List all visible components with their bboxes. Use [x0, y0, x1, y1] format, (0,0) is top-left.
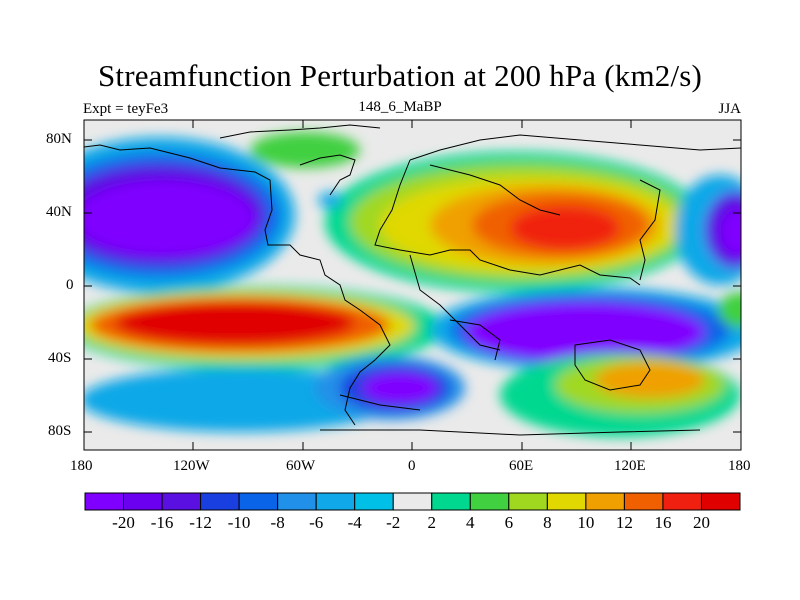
lon-ticks [83, 120, 742, 450]
colorbar-tick-label: -8 [270, 513, 285, 532]
colorbar-tick-label: 20 [692, 513, 710, 532]
season-label: JJA [718, 101, 741, 117]
colorbar-tick-label: -20 [112, 513, 135, 532]
colorbar-swatch [546, 492, 587, 511]
colorbar-tick-label: -4 [347, 513, 362, 532]
colorbar-swatch [469, 492, 510, 511]
colorbar-tick-label: 8 [543, 513, 552, 532]
lon-label-180e: 180 [728, 458, 751, 474]
colorbar-tick-label: 12 [615, 513, 633, 532]
colorbar-swatch [508, 492, 548, 511]
lat-label-40n: 40N [46, 204, 72, 220]
colorbar-tick-label: 6 [504, 513, 514, 532]
lat-ticks [84, 139, 741, 433]
colorbar-swatch [431, 492, 471, 511]
colorbar-swatch [700, 492, 741, 511]
lon-label-120w: 120W [173, 458, 210, 474]
colorbar-swatch [585, 492, 625, 511]
colorbar-swatch [354, 492, 394, 511]
case-label: 148_6_MaBP [358, 99, 442, 115]
colorbar-tick-label: 4 [466, 513, 475, 532]
lat-label-80n: 80N [46, 131, 72, 147]
colorbar-tick-label: 2 [427, 513, 437, 532]
lat-label-40s: 40S [48, 350, 72, 366]
colorbar-swatch [623, 492, 664, 511]
colorbar-swatch [392, 492, 433, 511]
colorbar-tick-label: -10 [227, 513, 251, 532]
colorbar-tick-label: -6 [309, 513, 324, 532]
colorbar-tick-label: -16 [150, 513, 174, 532]
colorbar-swatch [662, 492, 702, 511]
colorbar-tick-label: -12 [189, 513, 212, 532]
colorbar-swatch [161, 492, 202, 511]
lon-label-120e: 120E [614, 458, 646, 474]
colorbar-swatch [277, 492, 317, 511]
lat-label-0: 0 [66, 277, 74, 293]
lon-label-180w: 180 [70, 458, 93, 474]
colorbar-tick-label: -2 [386, 513, 401, 532]
experiment-label: Expt = teyFe3 [83, 101, 169, 117]
lat-label-80s: 80S [48, 423, 72, 439]
colorbar-tick-label: 10 [577, 513, 595, 532]
colorbar-swatch [238, 492, 279, 511]
lon-label-0: 0 [408, 458, 416, 474]
colorbar-swatch [84, 492, 125, 511]
colorbar [84, 492, 741, 511]
colorbar-swatch [123, 492, 163, 511]
contour-field [84, 120, 741, 450]
plot-title: Streamfunction Perturbation at 200 hPa (… [97, 58, 703, 93]
lon-label-60e: 60E [509, 458, 534, 474]
coastlines [83, 124, 742, 436]
lon-label-60w: 60W [286, 458, 316, 474]
colorbar-swatch [200, 492, 240, 511]
colorbar-tick-label: 16 [654, 513, 672, 532]
colorbar-swatch [315, 492, 356, 511]
